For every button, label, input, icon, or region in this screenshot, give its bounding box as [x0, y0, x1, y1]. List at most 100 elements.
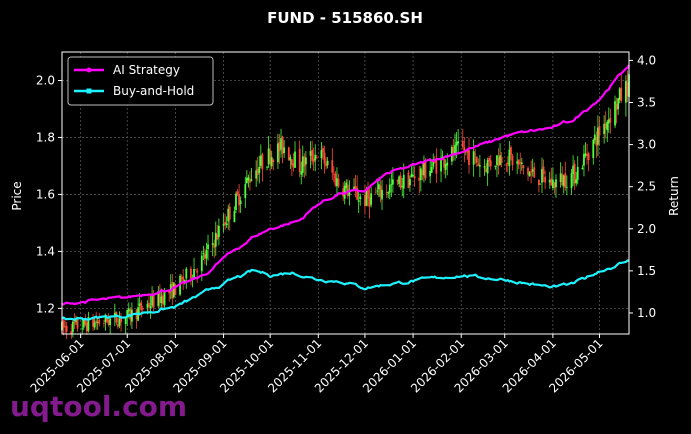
candle-body: [597, 127, 599, 145]
candle-body: [576, 166, 579, 180]
candle-body: [332, 173, 335, 175]
candle-body: [457, 141, 460, 144]
candle-body: [311, 150, 314, 161]
candle-body: [432, 159, 435, 167]
candle-body: [595, 137, 598, 146]
candle-body: [62, 320, 65, 328]
candle-body: [398, 176, 400, 185]
candle-body: [174, 284, 177, 296]
candle-body: [103, 323, 105, 325]
candle-body: [138, 303, 141, 306]
candle-body: [95, 320, 98, 324]
candle-body: [440, 157, 442, 172]
candle-body: [421, 170, 424, 176]
candle-body: [211, 243, 214, 245]
y-left-tick-label: 1.4: [36, 244, 55, 258]
ai-strategy-line: [61, 64, 630, 306]
candle-body: [419, 168, 422, 180]
candle-body: [185, 268, 188, 279]
candle-body: [224, 222, 227, 225]
candle-body: [505, 164, 508, 166]
candle-body: [586, 153, 588, 156]
candle-body: [496, 155, 498, 165]
candle-body: [261, 154, 264, 170]
legend-bh-marker: [86, 88, 92, 94]
candle-body: [472, 151, 475, 165]
candle-body: [190, 268, 192, 279]
candle-body: [194, 269, 197, 271]
candle-body: [151, 295, 153, 306]
candle-body: [356, 187, 359, 200]
candle-body: [146, 303, 149, 308]
candle-body: [573, 163, 576, 184]
candle-body: [561, 174, 564, 186]
candle-body: [298, 148, 301, 172]
legend-ai-marker: [86, 67, 92, 73]
buy-and-hold-line: [61, 259, 630, 321]
candle-body: [620, 87, 623, 101]
candle-body: [506, 162, 509, 165]
candle-body: [92, 317, 94, 327]
candle-body: [477, 163, 480, 167]
candle-body: [385, 192, 388, 193]
candle-body: [277, 143, 279, 163]
candle-body: [107, 319, 110, 325]
candle-body: [227, 208, 230, 222]
candle-body: [126, 310, 129, 317]
candle-body: [238, 194, 240, 206]
candle-body: [85, 322, 88, 332]
candle-body: [548, 179, 551, 183]
candle-body: [283, 147, 286, 153]
candle-body: [239, 200, 242, 205]
candle-body: [269, 150, 272, 165]
candle-body: [396, 179, 399, 182]
y-left-tick-label: 1.8: [36, 130, 55, 144]
candle-body: [368, 197, 371, 207]
candle-body: [497, 157, 500, 166]
candle-body: [81, 328, 84, 330]
candle-body: [424, 160, 427, 179]
candle-body: [510, 147, 512, 156]
candle-body: [443, 158, 446, 168]
candle-body: [303, 156, 306, 167]
candle-body: [500, 156, 503, 164]
candle-body: [278, 142, 281, 152]
candle-body: [565, 186, 568, 188]
candle-body: [542, 166, 545, 175]
candle-body: [336, 178, 338, 187]
y-right-tick-label: 2.5: [637, 180, 656, 194]
candle-body: [70, 330, 73, 335]
candle-body: [289, 157, 292, 161]
candle-body: [539, 183, 542, 185]
candle-body: [379, 185, 382, 198]
candle-body: [304, 157, 307, 165]
y-axis-right-label: Return: [667, 176, 681, 216]
candle-body: [575, 179, 578, 184]
candle-body: [267, 148, 270, 165]
candle-body: [158, 291, 161, 304]
candle-body: [225, 223, 228, 226]
y-right-tick-label: 1.5: [637, 264, 656, 278]
candle-body: [446, 162, 449, 166]
candle-body: [553, 182, 556, 189]
candle-body: [183, 279, 186, 283]
candle-body: [104, 314, 107, 323]
candle-body: [478, 165, 481, 167]
candle-body: [376, 190, 379, 192]
candle-body: [463, 147, 466, 153]
candle-body: [157, 291, 160, 307]
candle-body: [326, 160, 329, 166]
candle-body: [193, 268, 195, 278]
candle-body: [98, 320, 101, 324]
candle-body: [353, 186, 355, 190]
candle-body: [244, 184, 247, 199]
candle-body: [454, 144, 456, 156]
candle-body: [64, 326, 67, 328]
candle-body: [247, 177, 250, 181]
candle-body: [607, 119, 610, 124]
candle-body: [606, 121, 609, 131]
candle-body: [468, 150, 470, 166]
candle-body: [381, 189, 383, 200]
candle-body: [280, 138, 282, 150]
